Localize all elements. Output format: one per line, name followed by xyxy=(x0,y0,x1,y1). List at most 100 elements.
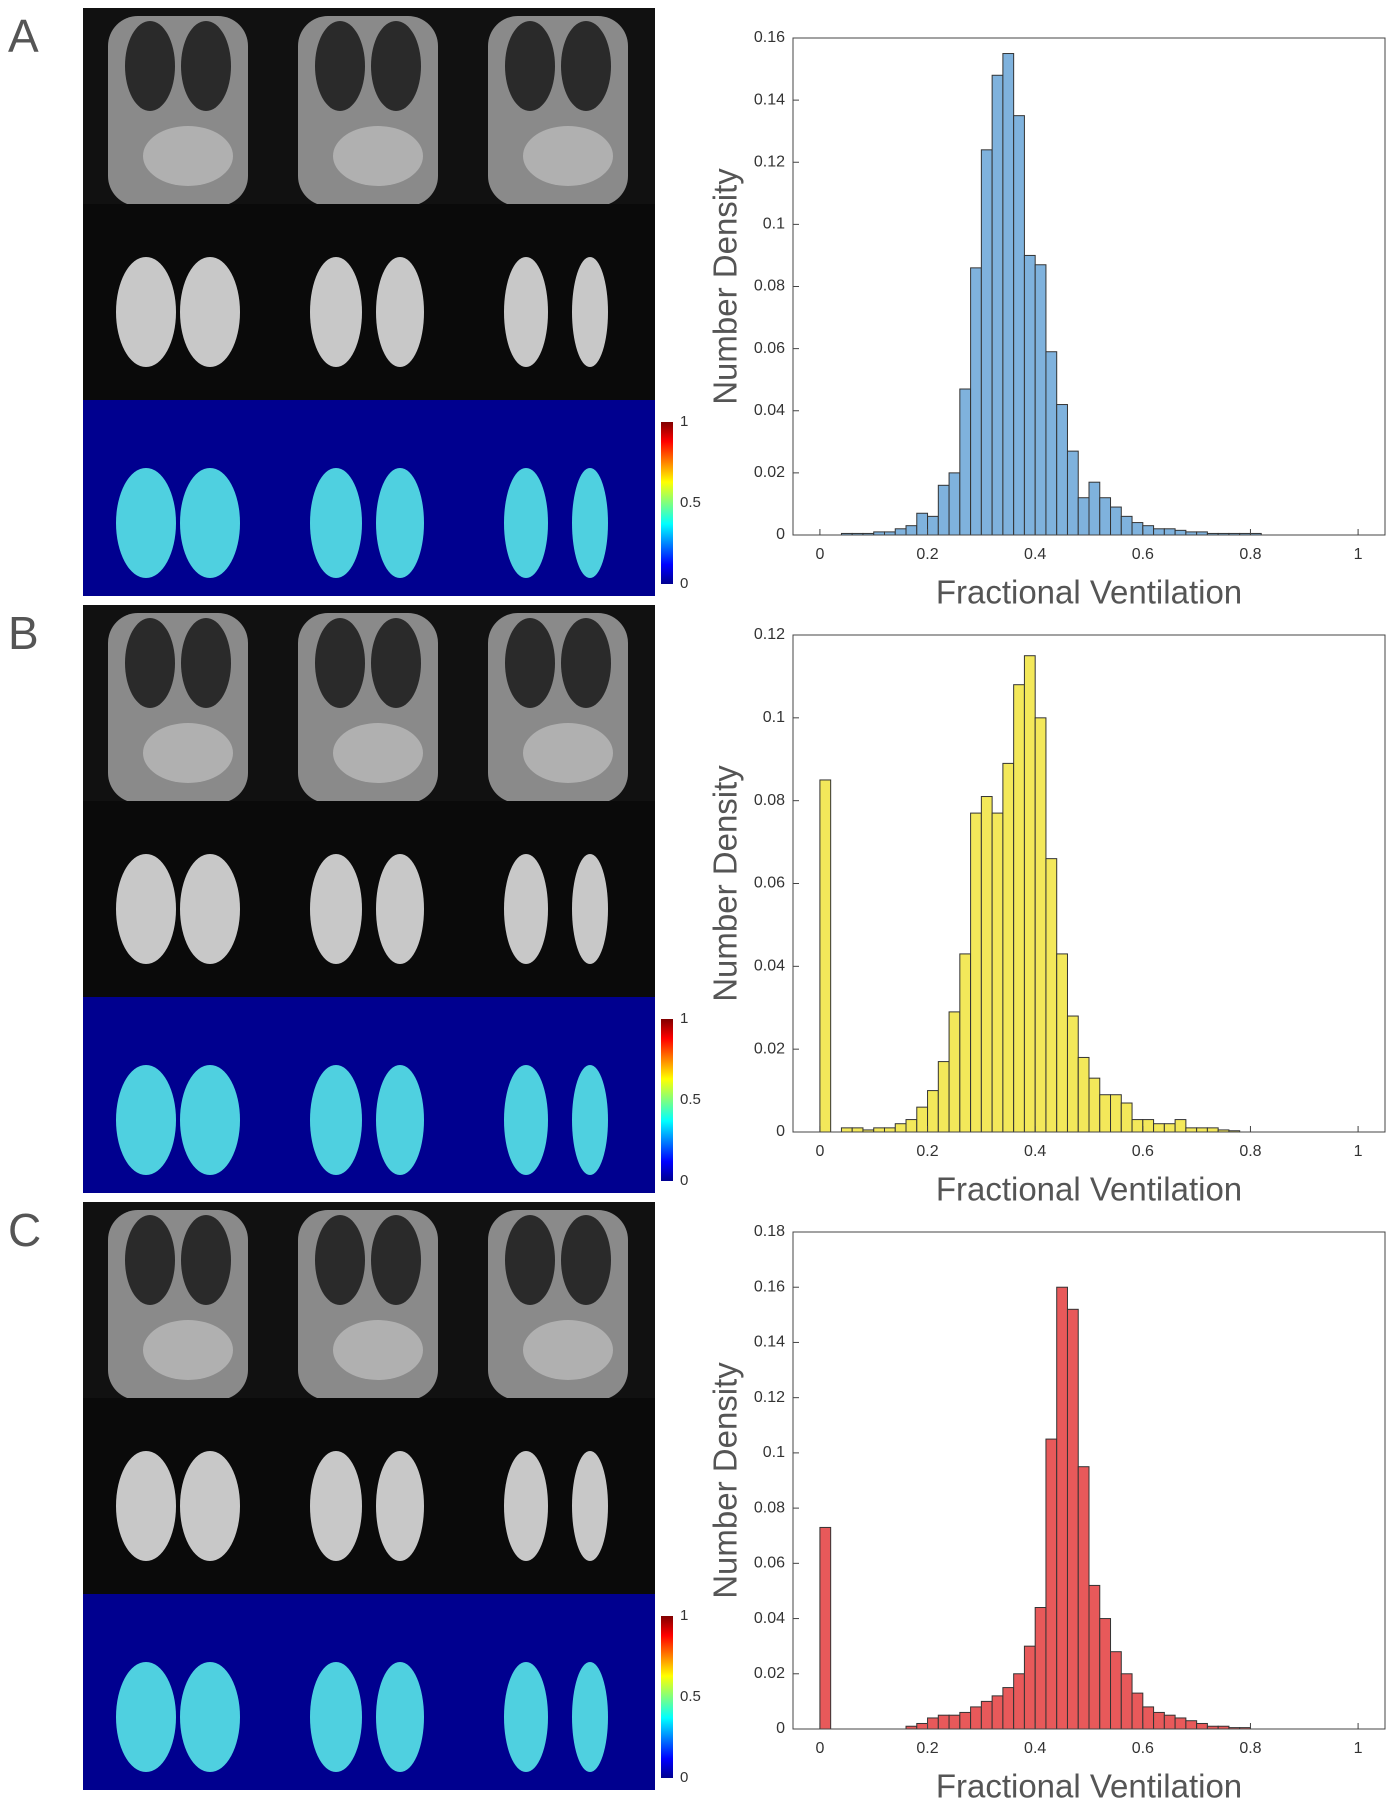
y-tick-label: 0.02 xyxy=(754,1040,785,1057)
lung-left xyxy=(116,257,176,367)
y-axis-label: Number Density xyxy=(707,1362,744,1599)
histogram-bar xyxy=(851,1127,864,1133)
histogram-bar xyxy=(948,1011,961,1133)
y-tick-label: 0.06 xyxy=(754,875,785,892)
histogram-bar xyxy=(1066,1308,1079,1730)
y-tick-label: 0.16 xyxy=(754,29,785,46)
lung-right xyxy=(376,468,424,578)
histogram-bar xyxy=(970,812,982,1133)
histogram-bar xyxy=(894,1123,907,1133)
x-tick-label: 0.6 xyxy=(1132,1143,1154,1160)
histogram-bar xyxy=(916,512,929,536)
panel-label: C xyxy=(8,1204,41,1256)
lung-left xyxy=(116,1662,176,1772)
histogram-bar xyxy=(948,1714,961,1730)
mri-lung xyxy=(315,618,365,708)
x-tick-label: 1 xyxy=(1354,546,1363,563)
x-tick-label: 0.6 xyxy=(1132,1740,1154,1757)
histogram-bar xyxy=(970,1706,982,1730)
x-tick-label: 0.8 xyxy=(1239,1143,1261,1160)
histogram-bar xyxy=(1023,254,1036,536)
lung-left xyxy=(310,1451,362,1561)
histogram-bar xyxy=(937,1714,950,1730)
panel-label: A xyxy=(8,10,39,62)
histogram-bar xyxy=(1002,762,1015,1133)
lung-right xyxy=(376,1662,424,1772)
lung-right xyxy=(376,1065,424,1175)
histogram-bar xyxy=(819,779,832,1133)
x-tick-label: 0 xyxy=(815,1143,824,1160)
histogram-bar xyxy=(1077,1466,1090,1730)
y-axis-label: Number Density xyxy=(707,765,744,1002)
lung-left xyxy=(116,1451,176,1561)
mri-organ xyxy=(143,1320,233,1380)
x-tick-label: 0.2 xyxy=(916,1143,938,1160)
lung-left xyxy=(310,468,362,578)
colorbar-tick-label: 0 xyxy=(680,1769,688,1786)
x-axis-label: Fractional Ventilation xyxy=(936,1768,1242,1800)
lung-right xyxy=(180,1065,240,1175)
histogram-bar xyxy=(1056,953,1068,1133)
lung-left xyxy=(310,1662,362,1772)
histogram-bar xyxy=(1131,1692,1144,1730)
map-row xyxy=(83,997,655,1193)
histogram-bar xyxy=(991,812,1004,1133)
mri-lung xyxy=(505,1215,555,1305)
histogram-bar xyxy=(1034,264,1047,536)
lung-left xyxy=(310,1065,362,1175)
histogram-bar xyxy=(937,1061,950,1133)
x-tick-label: 0 xyxy=(815,546,824,563)
histogram-bar xyxy=(1110,506,1122,536)
histogram-bar xyxy=(1110,1651,1122,1730)
mri-lung xyxy=(125,1215,175,1305)
y-tick-label: 0.12 xyxy=(754,153,785,170)
lung-right xyxy=(376,257,424,367)
y-tick-label: 0.08 xyxy=(754,1499,785,1516)
x-tick-label: 1 xyxy=(1354,1740,1363,1757)
lung-right xyxy=(572,1662,608,1772)
mri-lung xyxy=(125,618,175,708)
mri-lung xyxy=(505,21,555,111)
mri-organ xyxy=(143,126,233,186)
histogram-bar xyxy=(1120,515,1133,536)
lung-left xyxy=(310,257,362,367)
x-tick-label: 0.4 xyxy=(1024,1740,1046,1757)
histogram-bar xyxy=(1099,497,1112,536)
mri-lung xyxy=(315,1215,365,1305)
x-tick-label: 0.4 xyxy=(1024,1143,1046,1160)
histogram-bar xyxy=(1196,1722,1208,1730)
mri-organ xyxy=(523,1320,613,1380)
histogram-bar xyxy=(1142,1706,1155,1730)
y-tick-label: 0.1 xyxy=(763,1444,785,1461)
y-tick-label: 0.12 xyxy=(754,1389,785,1406)
lung-right xyxy=(376,854,424,964)
lung-left xyxy=(504,468,548,578)
mri-organ xyxy=(143,723,233,783)
x-tick-label: 0.4 xyxy=(1024,546,1046,563)
histogram-bar xyxy=(1045,1438,1058,1730)
x-tick-label: 0.8 xyxy=(1239,546,1261,563)
histogram-bar xyxy=(1142,525,1155,536)
histogram-bar xyxy=(1120,1673,1133,1730)
y-tick-label: 0.08 xyxy=(754,278,785,295)
lung-right xyxy=(572,257,608,367)
mri-organ xyxy=(333,723,423,783)
histogram-bar xyxy=(1142,1119,1155,1133)
histogram-bar xyxy=(873,1127,885,1133)
histogram-bar xyxy=(1163,1123,1176,1133)
mri-lung xyxy=(371,1215,421,1305)
histogram-bar xyxy=(959,388,972,536)
histogram-bar xyxy=(905,525,918,536)
y-tick-label: 0.04 xyxy=(754,402,785,419)
histogram-bar xyxy=(980,796,993,1133)
histogram-bar xyxy=(1066,450,1079,536)
histogram-bar xyxy=(1023,1645,1036,1730)
histogram-bar xyxy=(1099,1094,1112,1133)
ventilation-row xyxy=(83,801,655,997)
histogram-bar xyxy=(1206,1127,1219,1133)
y-tick-label: 0 xyxy=(776,526,785,543)
mri-lung xyxy=(181,21,231,111)
x-tick-label: 0.2 xyxy=(916,1740,938,1757)
colorbar xyxy=(661,422,673,584)
lung-right xyxy=(572,1451,608,1561)
